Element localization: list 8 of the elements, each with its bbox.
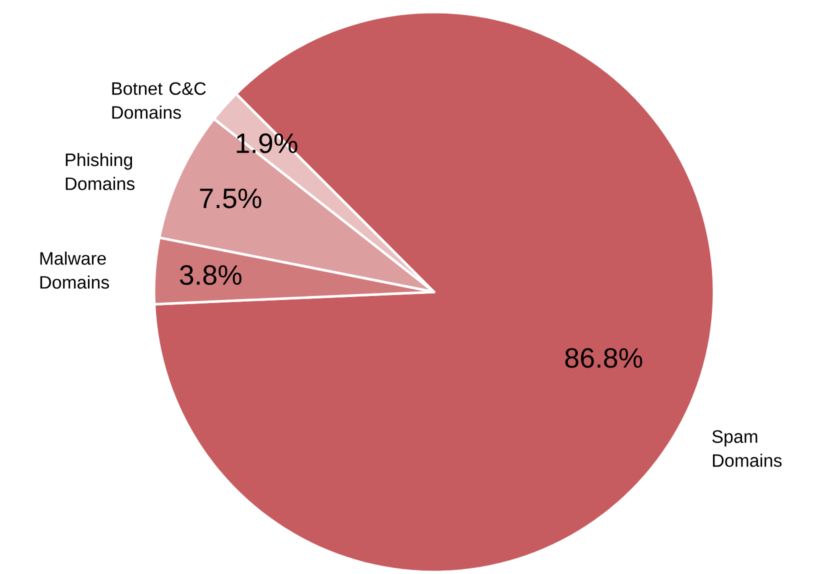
data-label: 86.8%	[565, 348, 642, 368]
slice-label: Malware Domains	[40, 252, 110, 289]
slice-label: Spam Domains	[712, 430, 782, 467]
data-label: 3.8%	[180, 265, 242, 285]
slice-label: Botnet C&C Domains	[112, 82, 206, 119]
data-label: 7.5%	[200, 188, 262, 208]
slice-label: Phishing Domains	[66, 153, 135, 190]
data-label: 1.9%	[236, 133, 298, 154]
